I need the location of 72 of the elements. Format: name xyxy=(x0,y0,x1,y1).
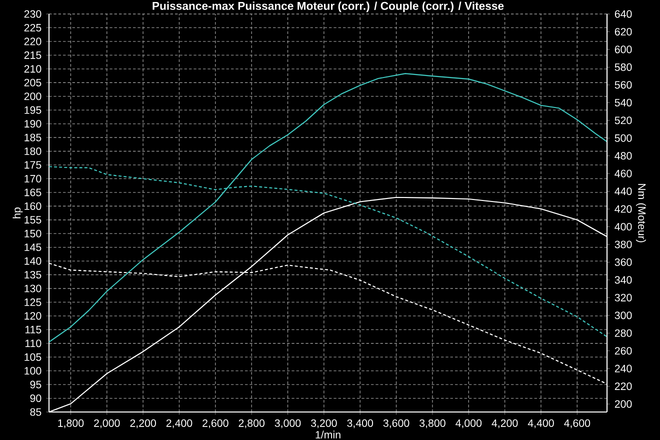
y-tick-label: 205 xyxy=(24,78,42,86)
x-tick-label: 3,000 xyxy=(274,419,301,428)
y2-tick-label: 600 xyxy=(614,46,632,54)
y-tick-label: 180 xyxy=(24,147,42,156)
y2-tick-label: 380 xyxy=(614,240,632,248)
y2-tick-label: 520 xyxy=(614,116,632,124)
y2-tick-label: 260 xyxy=(614,347,632,355)
y-tick-label: 95 xyxy=(30,380,42,388)
x-tick-label: 4,400 xyxy=(528,419,554,428)
y2-tick-label: 320 xyxy=(614,294,632,302)
y2-tick-label: 460 xyxy=(614,170,632,178)
y-tick-label: 225 xyxy=(24,24,42,32)
y-tick-label: 170 xyxy=(24,174,42,182)
y-tick-label: 215 xyxy=(24,51,42,59)
y2-tick-label: 620 xyxy=(614,28,632,36)
x-tick-label: 2,800 xyxy=(238,419,265,428)
y2-tick-label: 220 xyxy=(614,382,632,390)
y2-tick-label: 500 xyxy=(614,134,632,142)
y-tick-label: 190 xyxy=(24,120,42,128)
x-tick-label: 1,800 xyxy=(58,419,84,428)
x-tick-label: 3,400 xyxy=(347,419,374,428)
x-tick-label: 3,200 xyxy=(310,419,337,428)
y-tick-label: 135 xyxy=(24,270,42,279)
y2-tick-label: 580 xyxy=(614,63,632,71)
y2-tick-label: 560 xyxy=(614,81,632,89)
y-tick-label: 230 xyxy=(24,10,42,18)
y-tick-label: 200 xyxy=(24,92,42,100)
y-tick-label: 195 xyxy=(24,106,42,114)
y-tick-label: 165 xyxy=(24,188,42,196)
x-tick-label: 4,200 xyxy=(492,419,518,428)
y2-tick-label: 300 xyxy=(614,312,632,320)
y-tick-label: 185 xyxy=(24,134,42,142)
x-tick-label: 4,000 xyxy=(456,419,482,428)
y-tick-label: 160 xyxy=(24,202,42,210)
y2-tick-label: 200 xyxy=(614,400,632,408)
y2-tick-label: 280 xyxy=(614,329,632,337)
x-tick-label: 2,400 xyxy=(166,419,192,428)
y-tick-label: 125 xyxy=(24,298,42,306)
y-tick-label: 110 xyxy=(25,340,42,348)
x-tick-label: 2,000 xyxy=(94,419,120,428)
y-tick-label: 130 xyxy=(24,284,42,292)
y-tick-label: 105 xyxy=(24,353,42,361)
y-tick-label: 120 xyxy=(24,312,42,320)
chart-title: Puissance-max Puissance Moteur (corr.) / Couple (corr.) / Vitesse xyxy=(152,2,504,12)
y2-tick-label: 340 xyxy=(614,276,632,284)
x-tick-label: 3,800 xyxy=(420,419,446,428)
y-tick-label: 175 xyxy=(24,161,42,169)
x-tick-label: 3,600 xyxy=(383,419,410,428)
y2-tick-label: 540 xyxy=(614,98,632,106)
y-tick-label: 155 xyxy=(24,216,42,224)
y2-tick-label: 400 xyxy=(614,222,632,231)
y2-tick-label: 480 xyxy=(614,152,632,160)
x-tick-label: 2,600 xyxy=(202,419,228,428)
y2-axis-title: Nm (Moteur) xyxy=(636,184,646,242)
y-tick-label: 115 xyxy=(25,326,42,334)
y-tick-label: 145 xyxy=(24,244,42,252)
y2-tick-label: 420 xyxy=(614,205,632,213)
x-tick-label: 2,200 xyxy=(130,419,156,428)
y-tick-label: 150 xyxy=(24,230,42,238)
y-tick-label: 220 xyxy=(24,38,42,46)
y-tick-label: 140 xyxy=(24,257,42,265)
y-tick-label: 100 xyxy=(24,367,42,375)
y2-tick-label: 360 xyxy=(614,258,632,266)
y-tick-label: 90 xyxy=(30,394,42,402)
y2-tick-label: 440 xyxy=(614,188,632,196)
y2-tick-label: 240 xyxy=(614,364,632,372)
y-tick-label: 210 xyxy=(24,65,42,73)
y2-tick-label: 640 xyxy=(614,10,632,18)
x-axis-title: 1/min xyxy=(316,430,340,439)
y-axis-title: hp xyxy=(12,208,23,218)
x-tick-label: 4,600 xyxy=(564,419,590,428)
y-tick-label: 85 xyxy=(30,408,42,416)
